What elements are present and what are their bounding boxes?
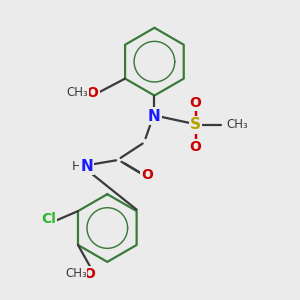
Text: CH₃: CH₃ [65,267,87,280]
Text: H: H [71,160,81,173]
Text: O: O [84,267,96,281]
Text: Cl: Cl [41,212,56,226]
Text: O: O [190,96,202,110]
Text: CH₃: CH₃ [226,118,248,131]
Text: O: O [141,168,153,182]
Text: O: O [190,140,202,154]
Text: CH₃: CH₃ [66,86,88,99]
Text: N: N [80,159,93,174]
Text: S: S [190,118,201,133]
Text: O: O [87,85,98,100]
Text: N: N [148,109,161,124]
